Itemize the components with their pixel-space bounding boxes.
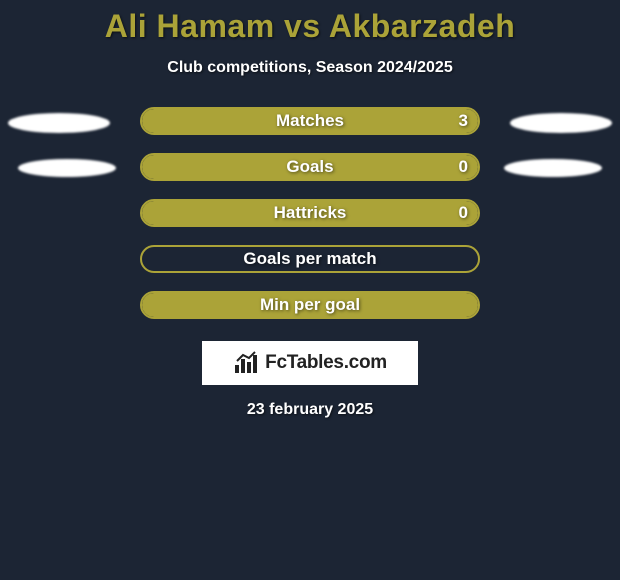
- date-label: 23 february 2025: [0, 401, 620, 419]
- subtitle: Club competitions, Season 2024/2025: [0, 59, 620, 77]
- logo-text: FcTables.com: [265, 352, 387, 374]
- stat-row: Min per goal: [0, 291, 620, 319]
- bar-track: [140, 153, 480, 181]
- stats-rows: Matches3 Goals0 Hattricks0 Goals per match M…: [0, 107, 620, 319]
- bar-track: [140, 245, 480, 273]
- bar-fill: [142, 109, 478, 133]
- chart-icon: [233, 351, 261, 375]
- bar-fill: [142, 155, 478, 179]
- left-ellipse: [8, 113, 110, 133]
- stat-row: Matches3: [0, 107, 620, 135]
- bar-track: [140, 199, 480, 227]
- bar-fill: [142, 293, 478, 317]
- page-title: Ali Hamam vs Akbarzadeh: [0, 0, 620, 45]
- logo-box: FcTables.com: [202, 341, 418, 385]
- right-ellipse: [504, 159, 602, 177]
- stat-row: Goals per match: [0, 245, 620, 273]
- stat-row: Hattricks0: [0, 199, 620, 227]
- bar-track: [140, 291, 480, 319]
- right-ellipse: [510, 113, 612, 133]
- left-ellipse: [18, 159, 116, 177]
- bar-track: [140, 107, 480, 135]
- stat-row: Goals0: [0, 153, 620, 181]
- bar-fill: [142, 201, 478, 225]
